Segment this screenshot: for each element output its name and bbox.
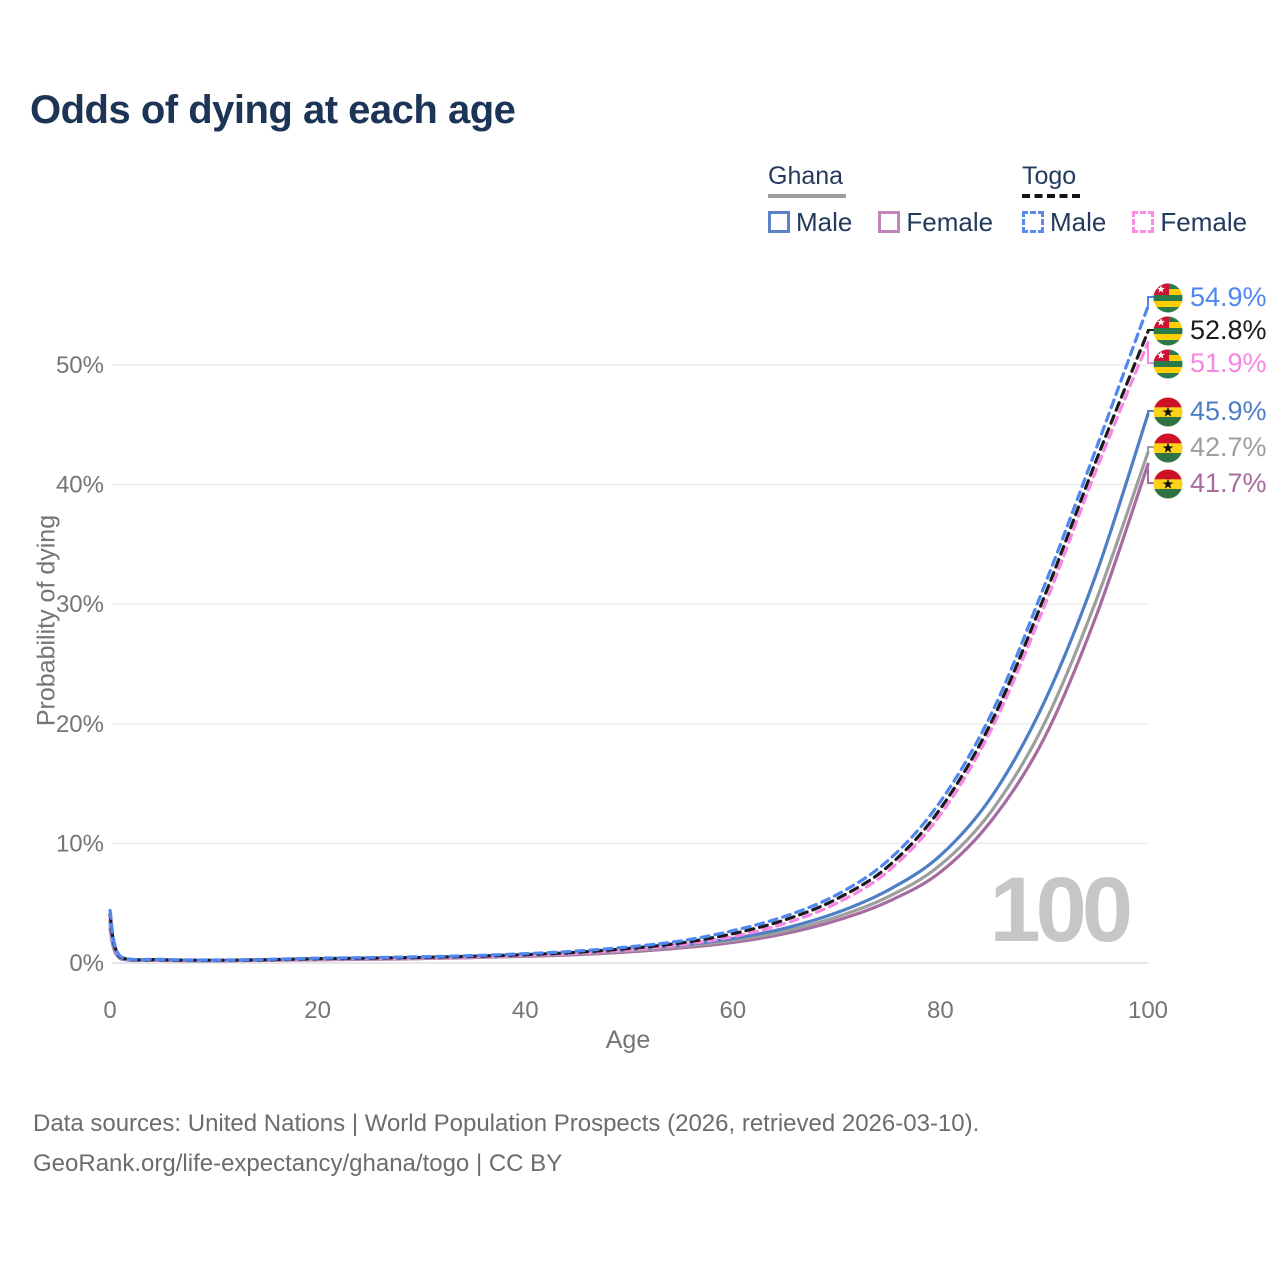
end-label-togo-male: 54.9% xyxy=(1153,282,1267,313)
legend-country-ghana[interactable]: Ghana xyxy=(768,162,844,190)
y-tick-label: 40% xyxy=(56,472,104,499)
x-tick-label: 80 xyxy=(927,997,954,1024)
legend-item-ghana-male[interactable]: Male xyxy=(768,207,852,238)
end-label-value: 52.8% xyxy=(1190,315,1267,345)
end-label-value: 54.9% xyxy=(1190,282,1267,312)
x-tick-label: 40 xyxy=(512,997,539,1024)
legend-item-togo-female[interactable]: Female xyxy=(1132,207,1247,238)
ghana-female-swatch-icon xyxy=(878,211,901,233)
y-tick-label: 30% xyxy=(56,591,104,618)
end-label-connector xyxy=(1147,410,1156,414)
legend-ghana-line-style xyxy=(768,193,846,198)
end-label-value: 41.7% xyxy=(1190,468,1267,498)
end-label-togo-female: 51.9% xyxy=(1153,348,1267,379)
legend-item-label: Male xyxy=(1050,206,1107,237)
legend-item-label: Male xyxy=(796,206,853,237)
ghana-flag-icon xyxy=(1153,469,1183,498)
series-line-togo-male[interactable] xyxy=(108,304,1150,962)
end-label-connector xyxy=(1147,329,1156,332)
end-label-ghana-male: 45.9% xyxy=(1153,396,1267,427)
legend-country-togo[interactable]: Togo xyxy=(1022,162,1077,190)
hover-age-watermark: 100 xyxy=(989,859,1134,961)
y-axis-title: Probability of dying xyxy=(32,514,61,727)
end-label-ghana-female: 41.7% xyxy=(1153,468,1267,499)
legend-group-ghana: Ghana Male Female xyxy=(768,162,993,238)
y-tick-label: 10% xyxy=(56,830,104,857)
end-label-connector xyxy=(1147,464,1156,484)
togo-flag-icon xyxy=(1153,349,1183,378)
legend-item-label: Female xyxy=(906,206,994,237)
end-label-value: 45.9% xyxy=(1190,396,1267,426)
x-tick-label: 0 xyxy=(103,997,116,1024)
legend-item-label: Female xyxy=(1160,206,1248,237)
legend-togo-line-style xyxy=(1022,193,1080,198)
end-label-ghana-both-sexes: 42.7% xyxy=(1153,432,1267,463)
footer-data-sources: Data sources: United Nations | World Pop… xyxy=(33,1110,980,1137)
x-axis-title: Age xyxy=(605,1026,651,1054)
end-label-connector xyxy=(1147,446,1156,453)
legend-item-togo-male[interactable]: Male xyxy=(1022,207,1106,238)
togo-male-swatch-icon xyxy=(1022,211,1044,233)
end-label-connector xyxy=(1147,296,1156,307)
legend-group-togo: Togo Male Female xyxy=(1022,162,1247,238)
end-label-connector xyxy=(1147,342,1156,364)
end-label-value: 51.9% xyxy=(1190,348,1267,378)
page-title: Odds of dying at each age xyxy=(30,88,516,132)
x-tick-label: 20 xyxy=(304,997,331,1024)
y-tick-label: 50% xyxy=(56,352,104,379)
togo-female-swatch-icon xyxy=(1132,211,1155,233)
end-label-togo-both-sexes: 52.8% xyxy=(1153,315,1267,346)
y-tick-label: 0% xyxy=(69,950,104,977)
ghana-flag-icon xyxy=(1153,433,1183,462)
togo-flag-icon xyxy=(1153,316,1183,345)
legend-item-ghana-female[interactable]: Female xyxy=(878,207,993,238)
x-tick-label: 60 xyxy=(719,997,746,1024)
footer-attribution: GeoRank.org/life-expectancy/ghana/togo |… xyxy=(33,1150,563,1177)
end-label-value: 42.7% xyxy=(1190,432,1267,462)
x-tick-label: 100 xyxy=(1128,997,1168,1024)
series-line-togo-female[interactable] xyxy=(108,340,1150,963)
y-tick-label: 20% xyxy=(56,711,104,738)
ghana-flag-icon xyxy=(1153,397,1183,426)
ghana-male-swatch-icon xyxy=(768,211,790,233)
togo-flag-icon xyxy=(1153,283,1183,312)
